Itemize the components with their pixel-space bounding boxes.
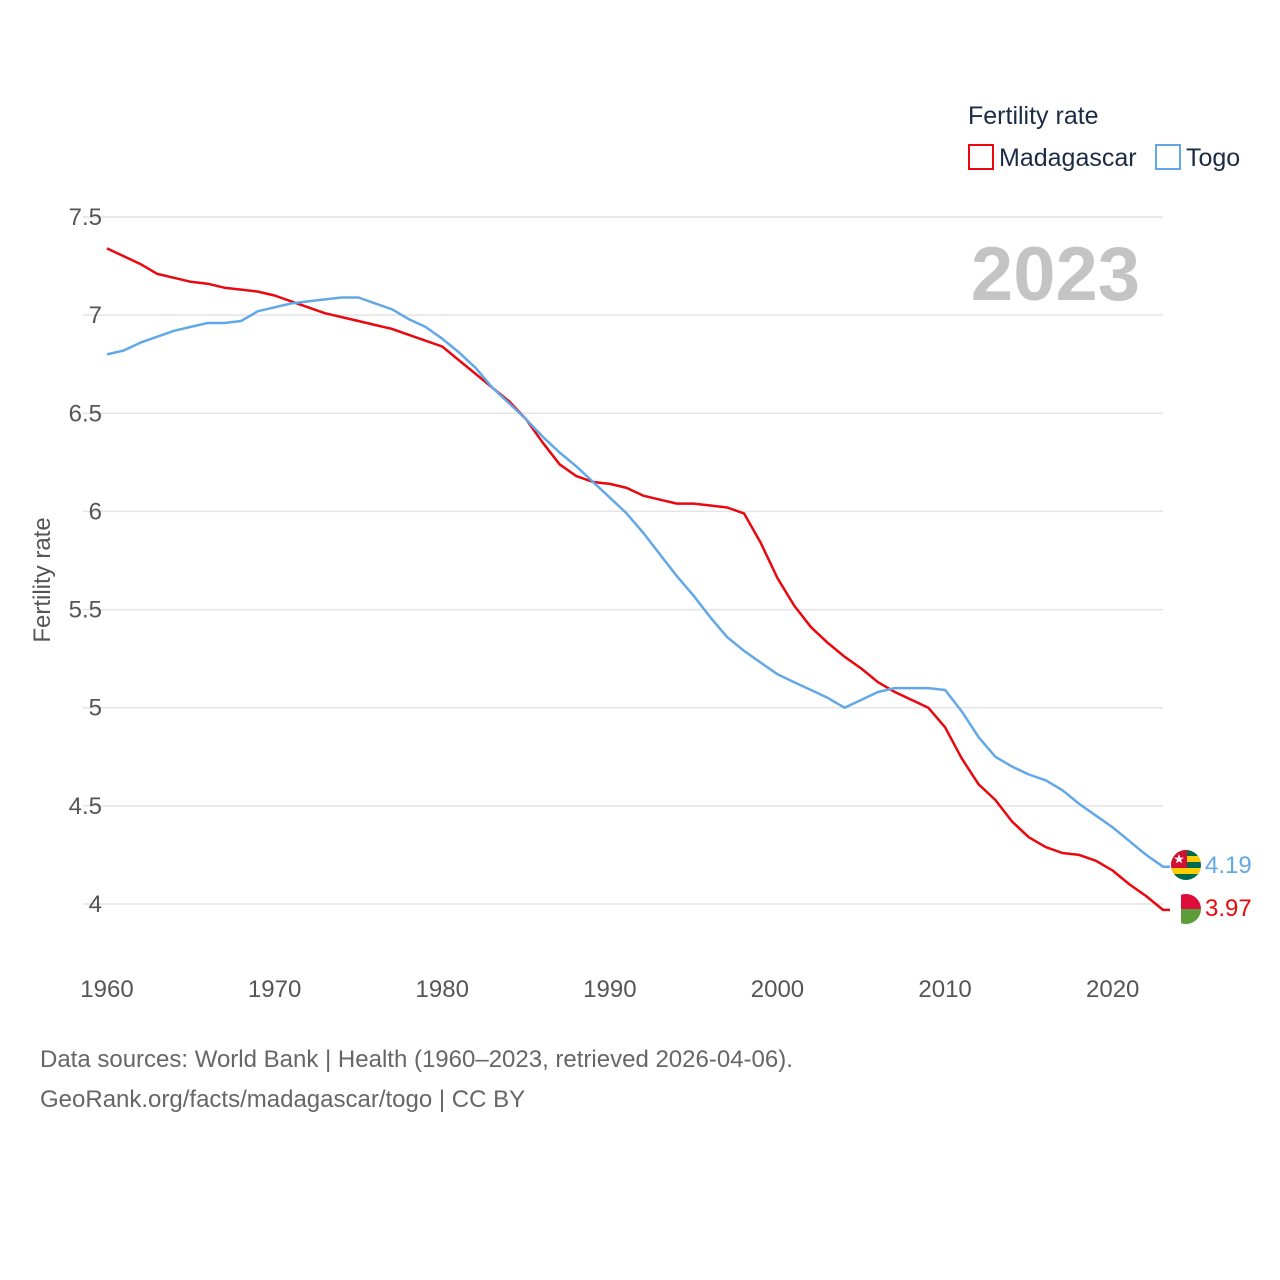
y-tick-label-6-5: 6.5 [69,400,102,427]
y-tick-label-5: 5 [89,695,102,722]
x-axis-ticks: 1960 1970 1980 1990 2000 2010 2020 [80,976,1139,1003]
madagascar-flag-icon [1171,894,1201,924]
attribution-line[interactable]: GeoRank.org/facts/madagascar/togo | CC B… [40,1086,526,1113]
legend-label-togo[interactable]: Togo [1186,144,1240,172]
legend-title: Fertility rate [968,102,1099,130]
y-tick-label-6: 6 [89,498,102,525]
legend-swatch-madagascar[interactable] [968,144,994,170]
y-axis-title: Fertility rate [29,517,56,642]
x-tick-label-1970: 1970 [248,976,301,1003]
togo-end-value: 4.19 [1205,852,1252,879]
legend: Fertility rate Madagascar Togo [968,102,1240,172]
legend-swatch-togo[interactable] [1155,144,1181,170]
x-tick-label-2020: 2020 [1086,976,1139,1003]
legend-label-madagascar[interactable]: Madagascar [999,144,1137,172]
x-tick-label-2000: 2000 [751,976,804,1003]
y-tick-label-5-5: 5.5 [69,597,102,624]
series-line-madagascar[interactable] [106,247,1170,912]
y-tick-label-7-5: 7.5 [69,204,102,231]
y-axis-ticks: 4 4.5 5 5.5 6 6.5 7 7.5 [69,204,102,918]
togo-flag-icon [1171,850,1201,880]
y-tick-label-4: 4 [89,891,102,918]
y-tick-label-7: 7 [89,302,102,329]
y-tick-label-4-5: 4.5 [69,793,102,820]
x-tick-label-2010: 2010 [918,976,971,1003]
madagascar-end-value: 3.97 [1205,895,1252,922]
x-tick-label-1960: 1960 [80,976,133,1003]
series-lines [106,247,1170,912]
x-tick-label-1980: 1980 [416,976,469,1003]
series-line-togo[interactable] [106,296,1170,868]
current-year-label: 2023 [971,232,1140,317]
x-tick-label-1990: 1990 [583,976,636,1003]
data-source-line: Data sources: World Bank | Health (1960–… [40,1046,793,1073]
